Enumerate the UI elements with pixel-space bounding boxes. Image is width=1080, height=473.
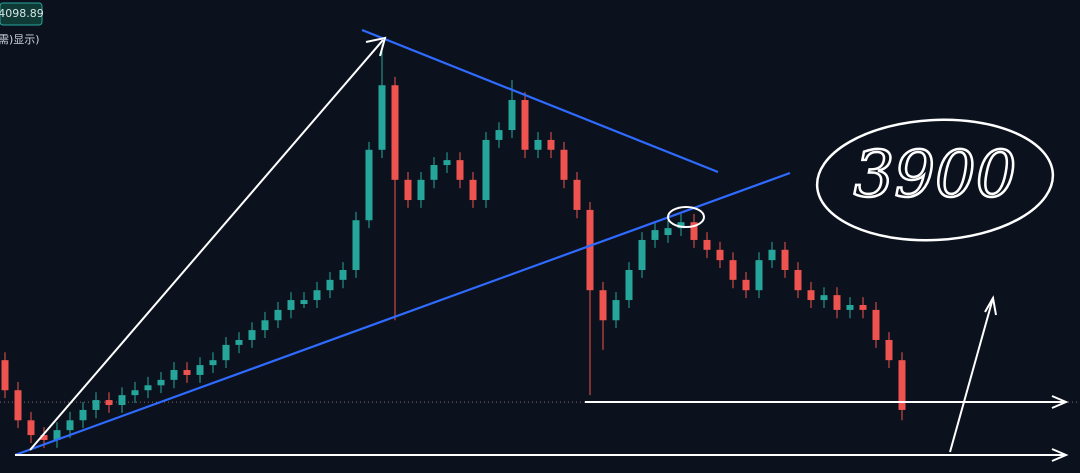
candle-body	[586, 209, 594, 291]
drawings: 3900	[14, 28, 1069, 462]
candle-body	[274, 309, 282, 321]
candle-body	[573, 179, 581, 210]
candle-body	[716, 249, 724, 261]
candle-body	[807, 290, 815, 301]
candle-body	[846, 304, 854, 310]
candle-body	[287, 300, 295, 310]
candle-body	[339, 270, 347, 280]
candle-body	[313, 290, 321, 301]
candle-body	[79, 409, 87, 421]
candle-body	[40, 435, 48, 440]
highlight-circle	[667, 206, 705, 228]
candle-body	[131, 390, 139, 396]
candle-body	[625, 270, 633, 301]
candle-body	[92, 400, 100, 410]
candle-body	[14, 390, 22, 421]
candle-body	[378, 85, 386, 150]
candle-body	[794, 270, 802, 291]
candle-body	[495, 130, 503, 140]
candle-body	[404, 179, 412, 201]
candle-body	[417, 179, 425, 201]
candle-body	[183, 370, 191, 375]
candle-body	[469, 179, 477, 201]
candle-body	[599, 290, 607, 321]
price-label: 4098.89	[0, 7, 44, 20]
candle-body	[833, 295, 841, 310]
arrow	[949, 297, 994, 453]
candle-body	[105, 400, 113, 406]
candle-body	[560, 149, 568, 180]
candles	[0, 44, 1080, 448]
candle-body	[742, 279, 750, 291]
candle-body	[482, 139, 490, 201]
candle-body	[872, 309, 880, 340]
candle-body	[144, 385, 152, 391]
candle-body	[300, 300, 308, 305]
candle-body	[664, 228, 672, 236]
candle-body	[352, 220, 360, 271]
candle-body	[261, 320, 269, 331]
candle-body	[326, 279, 334, 291]
arrow-head	[984, 295, 997, 316]
candle-body	[547, 139, 555, 150]
candle-body	[170, 370, 178, 380]
arrow-head	[365, 36, 387, 57]
candle-body	[66, 420, 74, 431]
candle-body	[612, 300, 620, 321]
annotation-text: 3900	[854, 138, 1017, 212]
candle-body	[157, 379, 165, 386]
candle-body	[222, 344, 230, 361]
annotation-circle	[815, 118, 1055, 242]
candle-body	[703, 239, 711, 250]
candle-body	[27, 420, 35, 436]
candle-body	[53, 430, 61, 440]
candle-body	[456, 160, 464, 180]
candle-body	[898, 360, 906, 410]
candle-body	[365, 149, 373, 221]
candle-body	[508, 100, 516, 131]
price-badge	[0, 2, 43, 26]
candle-body	[638, 239, 646, 271]
candle-body	[443, 160, 451, 166]
candle-body	[859, 304, 867, 310]
candle-body	[690, 222, 698, 240]
candle-body	[209, 360, 217, 366]
header-note: 需)显示)	[0, 33, 40, 46]
trend-line	[361, 28, 719, 174]
candle-body	[521, 100, 529, 150]
candle-body	[196, 365, 204, 375]
trend-line	[14, 171, 791, 457]
candle-body	[391, 85, 399, 180]
candle-body	[1, 360, 9, 391]
candle-body	[729, 260, 737, 280]
candle-body	[651, 230, 659, 240]
candle-body	[248, 330, 256, 340]
arrow-head	[1051, 395, 1069, 409]
candle-body	[118, 395, 126, 406]
arrow	[29, 39, 384, 451]
candle-body	[820, 295, 828, 301]
candle-body	[534, 139, 542, 150]
candle-body	[885, 339, 893, 361]
candle-body	[430, 165, 438, 180]
candle-body	[781, 249, 789, 271]
candle-body	[768, 249, 776, 261]
candle-body	[677, 222, 685, 229]
candle-body	[235, 339, 243, 345]
candle-body	[755, 260, 763, 291]
arrow-head	[1051, 448, 1069, 462]
